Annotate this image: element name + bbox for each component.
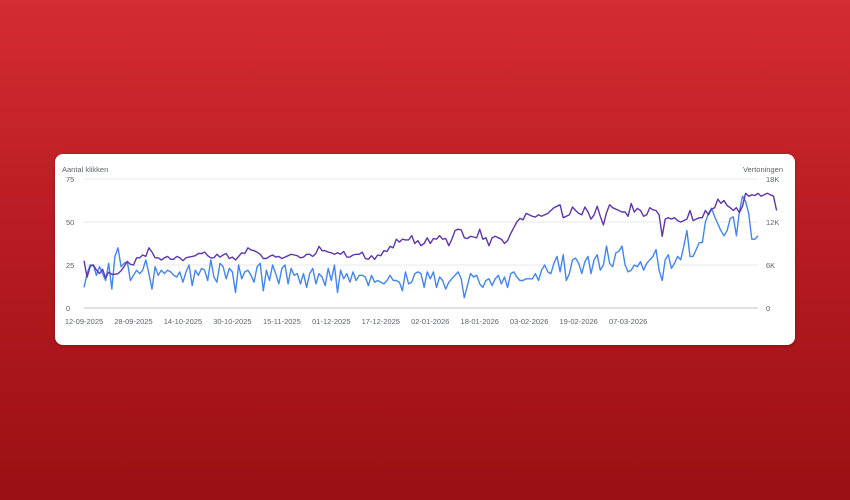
x-tick-label: 28-09-2025 bbox=[114, 317, 152, 326]
series-layer bbox=[83, 192, 778, 299]
left-axis-title: Aantal klikken bbox=[62, 165, 109, 174]
x-tick-label: 03-02-2026 bbox=[510, 317, 548, 326]
x-axis-ticks: 12-09-2025 28-09-2025 14-10-2025 30-10-2025… bbox=[65, 317, 648, 326]
left-tick-label: 0 bbox=[66, 304, 70, 313]
x-tick-label: 01-12-2025 bbox=[312, 317, 350, 326]
x-tick-label: 17-12-2025 bbox=[362, 317, 400, 326]
x-tick-label: 30-10-2025 bbox=[213, 317, 251, 326]
left-tick-label: 25 bbox=[66, 261, 74, 270]
chart-card: Aantal klikken Vertoningen 0 25 50 75 0 6K 12… bbox=[55, 154, 795, 345]
right-tick-label: 12K bbox=[766, 218, 779, 227]
left-axis-ticks: 0 25 50 75 bbox=[66, 175, 74, 313]
x-tick-label: 14-10-2025 bbox=[164, 317, 202, 326]
right-tick-label: 18K bbox=[766, 175, 779, 184]
right-tick-label: 0 bbox=[766, 304, 770, 313]
x-tick-label: 02-01-2026 bbox=[411, 317, 449, 326]
grid-layer bbox=[84, 178, 758, 309]
left-tick-label: 75 bbox=[66, 175, 74, 184]
performance-line-chart: 0 25 50 75 0 6K 12K 18K 12-09-2025 28-09-2025 14… bbox=[65, 175, 780, 326]
impressions-series-line bbox=[83, 192, 778, 279]
right-tick-label: 6K bbox=[766, 261, 775, 270]
x-tick-label: 19-02-2026 bbox=[559, 317, 597, 326]
x-tick-label: 15-11-2025 bbox=[263, 317, 301, 326]
right-axis-title: Vertoningen bbox=[742, 165, 783, 174]
x-tick-label: 07-03-2026 bbox=[609, 317, 647, 326]
x-tick-label: 18-01-2026 bbox=[461, 317, 499, 326]
clicks-series-line bbox=[83, 195, 759, 299]
left-tick-label: 50 bbox=[66, 218, 74, 227]
right-axis-ticks: 0 6K 12K 18K bbox=[766, 175, 779, 313]
x-tick-label: 12-09-2025 bbox=[65, 317, 103, 326]
